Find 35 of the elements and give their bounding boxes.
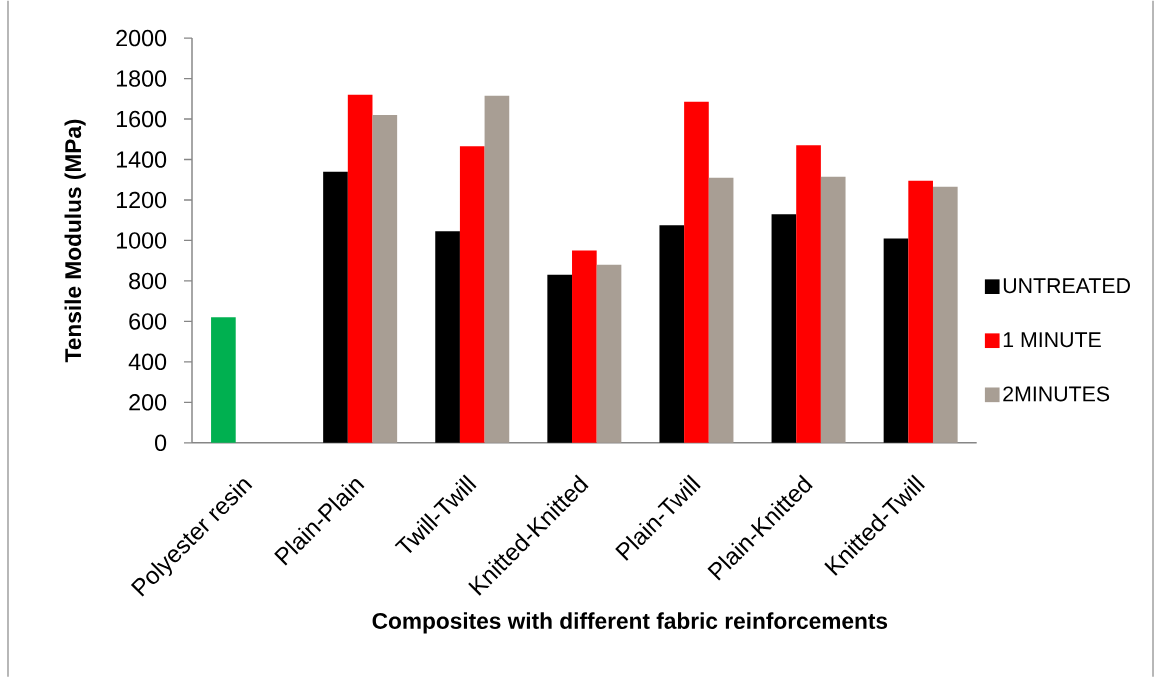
y-tick-label: 1200 (116, 191, 167, 209)
legend-label: 2MINUTES (1003, 386, 1110, 402)
bar (372, 115, 398, 443)
bar (323, 171, 348, 443)
x-axis-title: Composites with different fabric reinforcements (372, 612, 888, 634)
y-tick-label: 1600 (116, 110, 167, 128)
y-tick-label: 1400 (116, 151, 167, 168)
bar (932, 187, 958, 443)
bar (347, 94, 373, 443)
bar (459, 146, 485, 443)
bar (708, 177, 734, 443)
bar (547, 275, 573, 443)
y-axis-title: Tensile Modulus (MPa) (64, 119, 86, 363)
bar (908, 180, 933, 443)
y-tick-label: 2000 (116, 30, 167, 47)
bar (771, 214, 797, 443)
bar (484, 95, 510, 443)
bar (659, 225, 685, 443)
bar (684, 102, 709, 443)
bar (435, 231, 460, 443)
y-tick-label: 0 (155, 434, 167, 452)
legend-label: UNTREATED (1003, 278, 1130, 294)
y-tick-label: 200 (129, 394, 167, 411)
bar (211, 317, 236, 443)
y-tick-label: 1800 (116, 70, 167, 88)
bar (820, 176, 846, 443)
bar (883, 238, 909, 443)
bar (796, 145, 821, 443)
y-tick-label: 400 (128, 353, 167, 371)
y-tick-label: 1000 (116, 232, 167, 249)
legend-label: 1 MINUTE (1003, 332, 1101, 348)
y-tick-label: 800 (129, 272, 167, 290)
bar (572, 250, 597, 443)
y-tick-label: 600 (129, 313, 167, 330)
bar (596, 264, 622, 443)
